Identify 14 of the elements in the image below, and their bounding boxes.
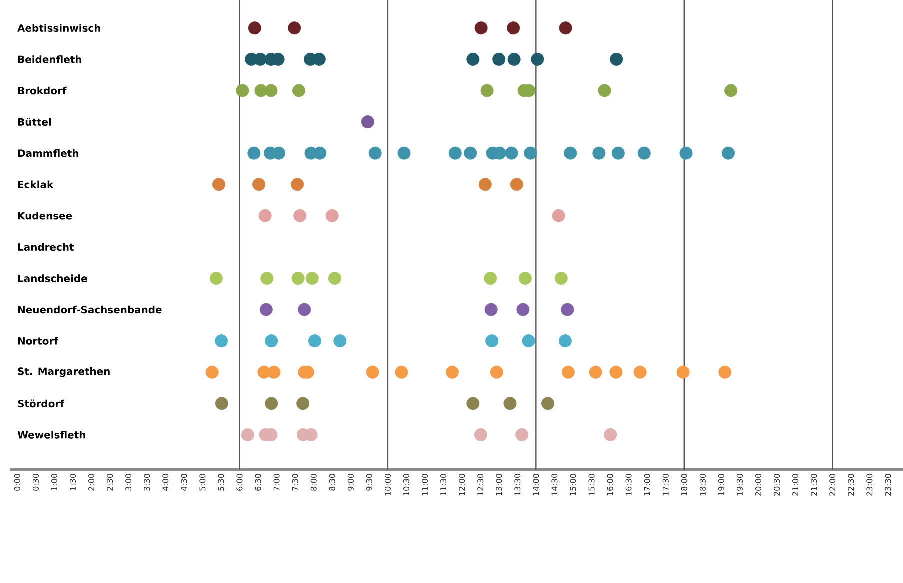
y-tick-label: Nortorf [18, 337, 59, 345]
y-tick-label: Brokdorf [18, 86, 67, 95]
y-tick-label: Dammfleth [18, 149, 78, 158]
y-tick-label: Kudensee [18, 212, 72, 220]
y-tick-label: Stördorf [18, 400, 65, 408]
y-tick-label: Landrecht [18, 243, 74, 252]
y-tick-label: Ecklak [18, 180, 54, 188]
y-tick-label: Neuendorf-Sachsenbande [18, 306, 162, 314]
y-tick-label: Wewelsfleth [18, 431, 86, 439]
y-tick-label: Büttel [18, 118, 52, 126]
y-tick-label: Aebtissinwisch [18, 24, 100, 32]
y-tick-label: St. Margarethen [18, 368, 110, 378]
y-tick-label: Beidenfleth [18, 56, 82, 64]
y-tick-label: Landscheide [18, 274, 88, 282]
